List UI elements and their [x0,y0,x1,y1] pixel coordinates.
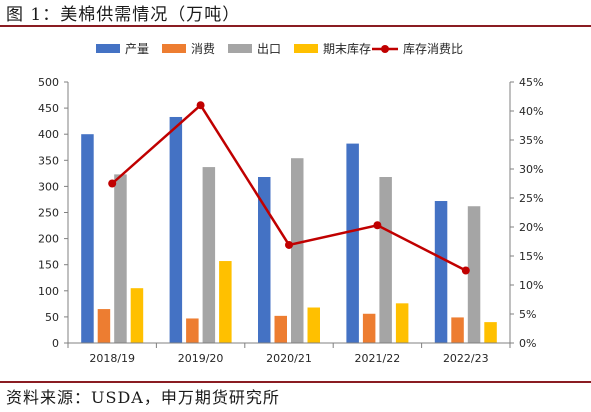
right-tick-label: 20% [519,221,543,234]
source-note: 资料来源：USDA，申万期货研究所 [6,388,280,407]
ratio-point [285,240,293,249]
legend-ending-stocks: 期末库存 [294,41,371,56]
title-rule [0,25,591,27]
right-tick-label: 35% [519,134,543,147]
production-bar [434,201,448,343]
right-tick-label: 0% [519,337,536,350]
consumption-bar [362,313,376,343]
left-tick-label: 0 [52,337,59,350]
bars-group [81,116,497,343]
left-tick-label: 200 [38,233,59,246]
left-tick-label: 400 [38,128,59,141]
legend-consumption-swatch [162,44,186,53]
legend-consumption: 消费 [162,42,215,56]
production-bar [81,134,94,343]
legend-exports: 出口 [228,42,281,56]
consumption-bar [451,317,464,343]
ending-stocks-bar [130,288,144,343]
production-bar [346,143,359,343]
legend-ratio-label: 库存消费比 [403,41,463,56]
exports-bar [202,167,216,343]
consumption-bar [186,318,199,343]
left-tick-label: 300 [38,180,59,193]
x-tick-label: 2021/22 [355,352,401,365]
consumption-bar [274,315,287,343]
ending-stocks-bar [395,303,409,343]
legend-consumption-label: 消费 [191,42,215,56]
legend-exports-swatch [228,44,252,53]
figure-title: 图 1：美棉供需情况（万吨） [6,5,241,25]
left-tick-label: 150 [38,259,59,272]
x-tick-label: 2020/21 [266,352,312,365]
right-tick-label: 15% [519,250,543,263]
right-axis: 0% 5% 10% 15% 20% 25% 30% 35% 40% 45% [509,76,543,350]
exports-bar [379,177,392,343]
x-tick-label: 2019/20 [178,352,224,365]
chart-legend: 产量 消费 出口 期末库存 库存消费比 [96,41,463,56]
x-axis: 2018/19 2019/20 2020/21 2021/22 2022/23 [67,342,511,365]
ending-stocks-bar [307,307,320,343]
consumption-bar [97,309,111,343]
legend-ratio-swatch-marker [381,45,389,53]
legend-ending-stocks-swatch [294,44,318,53]
left-tick-label: 450 [38,102,59,115]
left-tick-label: 50 [45,311,59,324]
legend-ratio: 库存消费比 [372,41,463,56]
left-tick-label: 250 [38,207,59,220]
production-bar [169,116,183,343]
exports-bar [114,174,127,343]
left-tick-label: 500 [38,76,59,89]
legend-ending-stocks-label: 期末库存 [323,41,371,56]
ratio-point [108,179,117,188]
ratio-point [196,101,205,110]
ratio-point [461,266,470,275]
legend-production-label: 产量 [125,42,149,56]
left-tick-label: 350 [38,154,59,167]
ratio-point [373,221,382,230]
right-tick-label: 5% [519,308,536,321]
source-rule [0,381,591,383]
x-tick-label: 2018/19 [89,352,135,365]
exports-bar [291,158,304,343]
supply-demand-chart: 产量 消费 出口 期末库存 库存消费比 0 50 100 150 200 250 300 350 400… [38,41,543,365]
left-axis: 0 50 100 150 200 250 300 350 400 450 500 [38,76,69,350]
right-tick-label: 40% [519,105,543,118]
left-tick-label: 100 [38,285,59,298]
x-tick-label: 2022/23 [443,352,489,365]
ending-stocks-bar [484,322,497,343]
legend-production: 产量 [96,42,149,56]
ratio-line-group [108,101,470,275]
production-bar [258,177,271,343]
right-tick-label: 25% [519,192,543,205]
right-tick-label: 10% [519,279,543,292]
exports-bar [467,206,481,343]
ending-stocks-bar [219,261,232,343]
legend-production-swatch [96,44,120,53]
right-tick-label: 45% [519,76,543,89]
legend-exports-label: 出口 [257,42,281,56]
right-tick-label: 30% [519,163,543,176]
